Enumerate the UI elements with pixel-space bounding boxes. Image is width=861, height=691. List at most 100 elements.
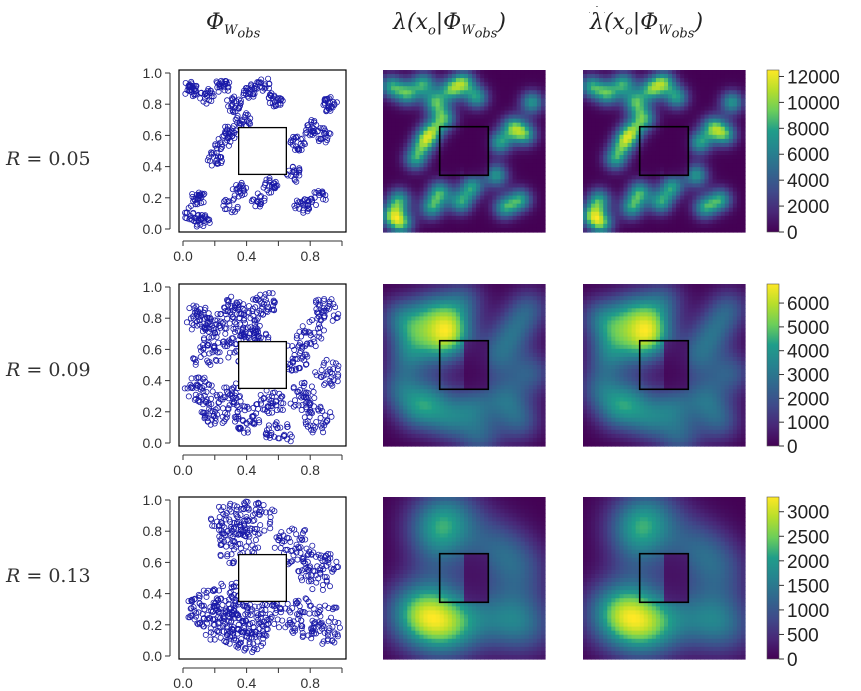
heatmap-cell: [488, 219, 493, 225]
heatmap-cell: [516, 179, 522, 184]
heatmap-cell: [732, 130, 738, 136]
heatmap-cell: [651, 82, 657, 87]
heatmap-cell: [419, 369, 425, 374]
heatmap-cell: [500, 126, 506, 132]
heatmap-cell: [607, 171, 612, 176]
heatmap-cell: [716, 151, 722, 156]
heatmap-cell: [651, 211, 657, 217]
heatmap-cell: [472, 146, 477, 152]
heatmap-cell: [619, 70, 625, 75]
heatmap-cell: [692, 211, 697, 217]
heatmap-cell: [423, 219, 429, 225]
heatmap-cell: [411, 385, 416, 390]
heatmap-cell: [720, 138, 726, 144]
heatmap-cell: [504, 219, 510, 225]
heatmap-cell: [395, 219, 400, 225]
heatmap-cell: [411, 191, 416, 197]
data-point: [194, 381, 201, 388]
heatmap-cell: [415, 195, 421, 201]
heatmap-cell: [399, 365, 404, 370]
heatmap-cell: [583, 122, 588, 128]
heatmap-cell: [692, 155, 697, 160]
heatmap-cell: [724, 183, 730, 189]
heatmap-cell: [415, 332, 421, 338]
heatmap-cell: [684, 207, 689, 213]
heatmap-cell: [415, 94, 421, 99]
heatmap-cell: [627, 219, 633, 225]
heatmap-cell: [496, 171, 502, 176]
heatmap-cell: [488, 146, 493, 152]
heatmap-cell: [684, 118, 689, 124]
heatmap-cell: [415, 284, 421, 289]
heatmap-cell: [391, 393, 396, 398]
heatmap-cell: [635, 122, 641, 128]
heatmap-cell: [391, 409, 396, 415]
heatmap-cell: [651, 227, 657, 233]
heatmap-cell: [492, 82, 497, 87]
heatmap-cell: [736, 78, 742, 83]
heatmap-cell: [431, 215, 437, 221]
heatmap-cell: [700, 179, 706, 184]
data-point: [226, 131, 233, 138]
row-label-r-013: R = 0.13: [6, 565, 91, 587]
heatmap-cell: [587, 219, 592, 225]
heatmap-cell: [427, 151, 433, 156]
data-point: [217, 311, 224, 318]
heatmap-cell: [603, 134, 608, 140]
heatmap-cell: [488, 118, 493, 124]
heatmap-cell: [528, 146, 534, 152]
heatmap-cell: [472, 215, 477, 221]
heatmap-cell: [708, 78, 714, 83]
heatmap-cell: [411, 348, 416, 354]
heatmap-cell: [423, 94, 429, 99]
heatmap-cell: [439, 90, 445, 95]
data-point: [297, 136, 304, 143]
data-point: [263, 434, 270, 441]
heatmap-cell: [639, 94, 645, 99]
heatmap-cell: [647, 207, 653, 213]
data-point: [315, 310, 322, 317]
heatmap-cell: [728, 78, 734, 83]
data-point: [208, 150, 215, 157]
colorbar-tick-label: 4000: [787, 171, 829, 192]
heatmap-cell: [587, 78, 592, 83]
heatmap-cell: [599, 94, 604, 99]
heatmap-cell: [603, 70, 608, 75]
heatmap-cell: [504, 187, 510, 193]
heatmap-cell: [391, 227, 396, 233]
heatmap-cell: [532, 138, 538, 144]
heatmap-cell: [651, 179, 657, 184]
heatmap-cell: [447, 122, 453, 128]
data-point: [218, 141, 225, 148]
heatmap-cell: [647, 90, 653, 95]
heatmap-cell: [704, 219, 710, 225]
heatmap-cell: [599, 183, 604, 189]
data-point: [240, 92, 247, 99]
data-point: [188, 383, 195, 390]
heatmap-cell: [443, 183, 449, 189]
heatmap-cell: [492, 179, 497, 184]
data-point: [221, 304, 228, 311]
heatmap-cell: [411, 211, 416, 217]
heatmap-cell: [680, 171, 685, 176]
heatmap-cell: [435, 110, 441, 116]
heatmap-cell: [696, 122, 702, 128]
heatmap-cell: [403, 142, 408, 148]
heatmap-cell: [684, 126, 689, 132]
heatmap-cell: [512, 207, 518, 213]
heatmap-cell: [431, 203, 437, 209]
heatmap-cell: [712, 130, 718, 136]
heatmap-cell: [415, 328, 421, 334]
heatmap-cell: [423, 179, 429, 184]
heatmap-cell: [716, 110, 722, 116]
heatmap-cell: [623, 211, 629, 217]
heatmap-cell: [643, 114, 649, 120]
heatmap-cell: [488, 94, 493, 99]
data-point: [266, 175, 273, 182]
data-point: [319, 420, 326, 427]
heatmap-cell: [607, 227, 612, 233]
heatmap-cell: [668, 146, 673, 152]
heatmap-cell: [516, 110, 522, 116]
heatmap-cell: [532, 163, 538, 168]
heatmap-cell: [395, 70, 400, 75]
